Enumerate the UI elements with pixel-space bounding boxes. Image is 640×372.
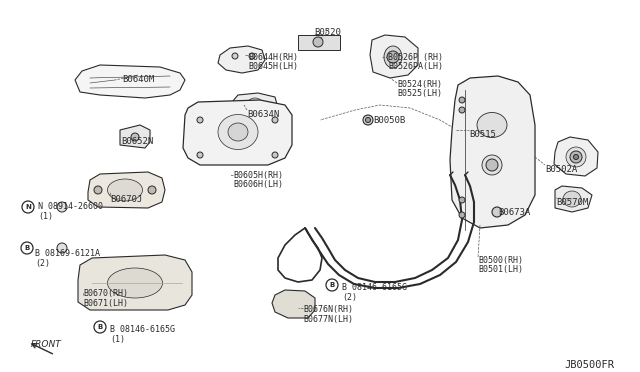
Text: (1): (1): [110, 335, 125, 344]
Text: B0500(RH): B0500(RH): [478, 256, 523, 265]
Text: B0634N: B0634N: [247, 110, 279, 119]
Circle shape: [387, 51, 399, 63]
Ellipse shape: [307, 35, 329, 49]
Text: B0526P (RH): B0526P (RH): [388, 53, 443, 62]
Circle shape: [492, 207, 502, 217]
Text: B 08146-6165G: B 08146-6165G: [342, 283, 407, 292]
Polygon shape: [183, 100, 292, 165]
Circle shape: [94, 186, 102, 194]
Circle shape: [459, 97, 465, 103]
Polygon shape: [370, 35, 418, 78]
Text: B0652N: B0652N: [121, 137, 153, 146]
Ellipse shape: [228, 123, 248, 141]
Circle shape: [148, 186, 156, 194]
Polygon shape: [554, 137, 598, 176]
Ellipse shape: [563, 191, 581, 207]
Circle shape: [486, 159, 498, 171]
Polygon shape: [555, 186, 592, 212]
Polygon shape: [232, 93, 278, 118]
Polygon shape: [298, 35, 340, 50]
Circle shape: [363, 115, 373, 125]
Circle shape: [197, 152, 203, 158]
Circle shape: [22, 201, 34, 213]
Text: N 08914-26600: N 08914-26600: [38, 202, 103, 211]
Text: B0605H(RH): B0605H(RH): [233, 171, 283, 180]
Ellipse shape: [482, 155, 502, 175]
Circle shape: [326, 279, 338, 291]
Ellipse shape: [384, 46, 402, 68]
Ellipse shape: [108, 179, 143, 201]
Polygon shape: [88, 172, 165, 208]
Text: B0524(RH): B0524(RH): [397, 80, 442, 89]
Circle shape: [573, 154, 579, 160]
Text: (1): (1): [38, 212, 53, 221]
Ellipse shape: [108, 268, 163, 298]
Text: B: B: [97, 324, 102, 330]
Circle shape: [459, 212, 465, 218]
Text: B0670J: B0670J: [110, 195, 142, 204]
Polygon shape: [450, 76, 535, 228]
Circle shape: [313, 37, 323, 47]
Text: B0645H(LH): B0645H(LH): [248, 62, 298, 71]
Text: B: B: [24, 245, 29, 251]
Circle shape: [131, 133, 139, 141]
Ellipse shape: [566, 147, 586, 167]
Circle shape: [57, 243, 67, 253]
Circle shape: [197, 117, 203, 123]
Text: B0640M: B0640M: [122, 75, 154, 84]
Text: B0671(LH): B0671(LH): [83, 299, 128, 308]
Text: B0520: B0520: [315, 28, 341, 37]
Text: B0526PA(LH): B0526PA(LH): [388, 62, 443, 71]
Text: B0670(RH): B0670(RH): [83, 289, 128, 298]
Ellipse shape: [218, 115, 258, 150]
Polygon shape: [272, 290, 315, 318]
Circle shape: [57, 202, 67, 212]
Text: B0606H(LH): B0606H(LH): [233, 180, 283, 189]
Polygon shape: [120, 125, 150, 148]
Circle shape: [365, 118, 371, 122]
Text: (2): (2): [342, 293, 357, 302]
Circle shape: [249, 53, 255, 59]
Text: B0525(LH): B0525(LH): [397, 89, 442, 98]
Text: B0676N(RH): B0676N(RH): [303, 305, 353, 314]
Circle shape: [232, 53, 238, 59]
Polygon shape: [218, 46, 265, 73]
Circle shape: [94, 321, 106, 333]
Text: B0644H(RH): B0644H(RH): [248, 53, 298, 62]
Text: JB0500FR: JB0500FR: [564, 360, 614, 370]
Ellipse shape: [477, 112, 507, 138]
Text: B0677N(LH): B0677N(LH): [303, 315, 353, 324]
Circle shape: [570, 151, 582, 163]
Text: N: N: [25, 204, 31, 210]
Text: B0515: B0515: [469, 130, 496, 139]
Circle shape: [21, 242, 33, 254]
Text: B0570M: B0570M: [556, 198, 588, 207]
Text: B0673A: B0673A: [498, 208, 531, 217]
Ellipse shape: [247, 98, 263, 112]
Text: (2): (2): [35, 259, 50, 268]
Polygon shape: [78, 255, 192, 310]
Text: B 08169-6121A: B 08169-6121A: [35, 249, 100, 258]
Text: FRONT: FRONT: [31, 340, 61, 349]
Circle shape: [272, 152, 278, 158]
Text: B0502A: B0502A: [545, 165, 577, 174]
Text: B0050B: B0050B: [373, 116, 405, 125]
Circle shape: [272, 117, 278, 123]
Text: B 08146-6165G: B 08146-6165G: [110, 325, 175, 334]
Circle shape: [459, 197, 465, 203]
Polygon shape: [75, 65, 185, 98]
Text: B0501(LH): B0501(LH): [478, 265, 523, 274]
Circle shape: [459, 107, 465, 113]
Text: B: B: [330, 282, 335, 288]
